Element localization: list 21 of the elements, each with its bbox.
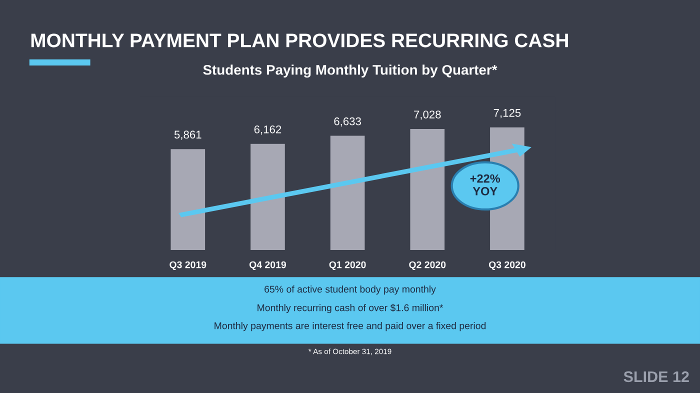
x-tick-label: Q1 2020 bbox=[329, 261, 366, 270]
text: Monthly payments are interest free and paid over a fixed period bbox=[214, 322, 486, 332]
text: 65% of active student body pay monthly bbox=[264, 286, 436, 295]
bar bbox=[410, 129, 445, 250]
data-label: 6,162 bbox=[254, 126, 282, 135]
annotation: +22% YOY bbox=[470, 174, 500, 196]
x-tick-label: Q3 2020 bbox=[488, 261, 526, 270]
bar bbox=[330, 136, 365, 250]
x-tick-label: Q3 2019 bbox=[170, 261, 206, 270]
chart-title: MONTHLY PAYMENT PLAN PROVIDES RECURRING CASH bbox=[31, 34, 568, 48]
data-label: 6,633 bbox=[334, 117, 361, 127]
data-label: 7,125 bbox=[494, 108, 521, 118]
bar bbox=[250, 144, 285, 250]
x-tick-label: Q2 2020 bbox=[409, 261, 446, 270]
bar bbox=[170, 149, 206, 250]
data-label: 7,028 bbox=[414, 110, 441, 120]
chart-subtitle: Students Paying Monthly Tuition by Quarter* bbox=[203, 64, 498, 78]
text: Monthly recurring cash of over $1.6 million* bbox=[258, 304, 444, 314]
text: SLIDE 12 bbox=[624, 371, 689, 382]
data-label: 5,861 bbox=[174, 130, 202, 140]
x-tick-label: Q4 2019 bbox=[249, 261, 286, 270]
